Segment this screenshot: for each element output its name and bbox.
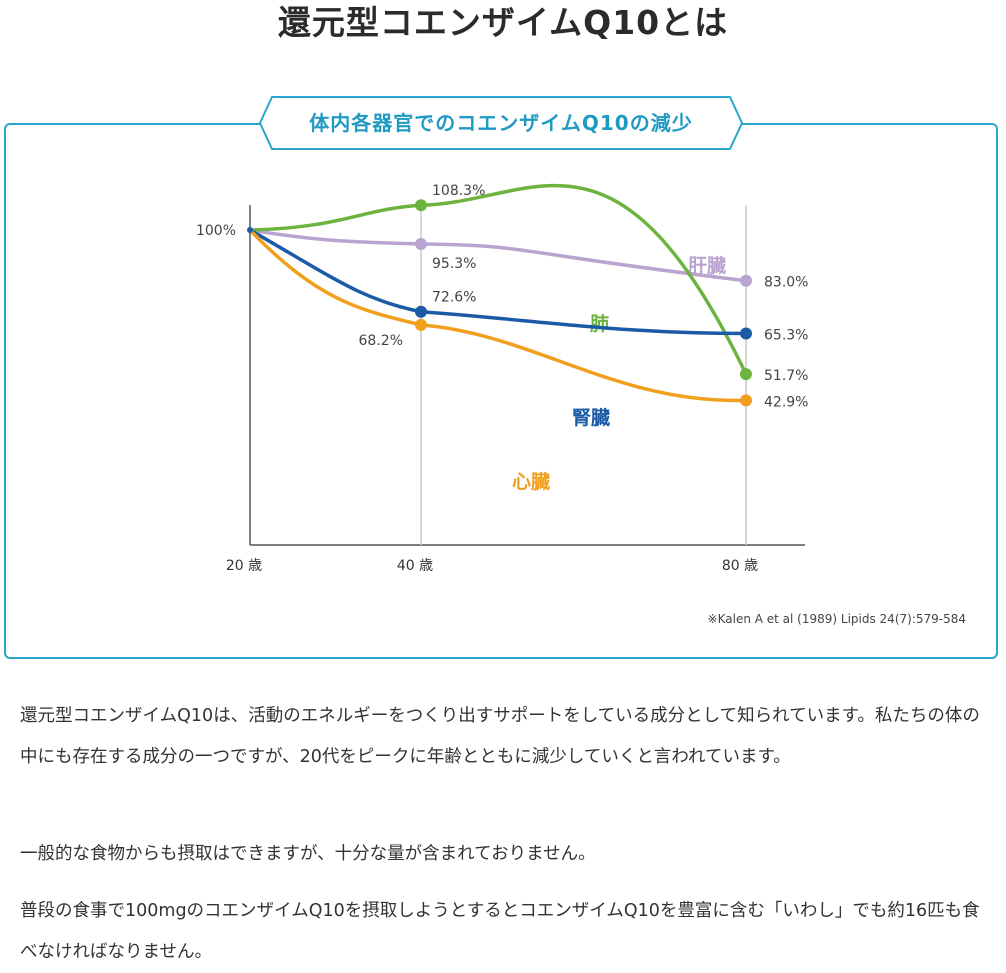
data-label: 51.7% [764,368,808,384]
description-paragraph-3: 普段の食事で100mgのコエンザイムQ10を摂取しようとするとコエンザイムQ10… [20,901,980,962]
series-line [248,228,748,336]
banner-shape [258,96,744,150]
y-reference-label: 100% [196,223,236,239]
data-point [740,394,752,407]
data-point [740,274,752,287]
source-citation: ※Kalen A et al (1989) Lipids 24(7):579-5… [707,612,966,626]
x-tick-label: 40 歳 [397,558,433,574]
description-paragraph-2: 一般的な食物からも摂取はできますが、十分な量が含まれておりません。 [20,844,596,864]
data-label: 72.6% [432,290,476,306]
data-label: 108.3% [432,183,485,199]
data-point [415,305,427,318]
x-tick-label: 80 歳 [722,558,758,574]
data-point [415,318,427,331]
data-point [740,327,752,340]
series-line [248,183,748,376]
data-label: 83.0% [764,275,808,291]
data-label: 68.2% [359,333,403,349]
series-line [248,228,748,403]
x-tick-label: 20 歳 [226,558,262,574]
series-name-label: 肺 [590,313,609,335]
series-name-label: 心臓 [512,471,550,493]
series-name-label: 腎臓 [572,407,610,429]
description-paragraph-1: 還元型コエンザイムQ10は、活動のエネルギーをつくり出すサポートをしている成分と… [20,706,980,767]
series-name-label: 肝臓 [688,255,726,277]
chart-heading-banner: 体内各器官でのコエンザイムQ10の減少 [258,95,744,151]
data-point [415,238,427,251]
series-line [248,228,748,283]
data-label: 42.9% [764,394,808,410]
page-title: 還元型コエンザイムQ10とは [277,3,729,42]
data-point [740,368,752,381]
data-label: 65.3% [764,328,808,344]
data-point [415,199,427,212]
chart-title: 体内各器官でのコエンザイムQ10の減少 [309,111,693,135]
data-label: 95.3% [432,256,476,272]
origin-point [247,227,253,233]
